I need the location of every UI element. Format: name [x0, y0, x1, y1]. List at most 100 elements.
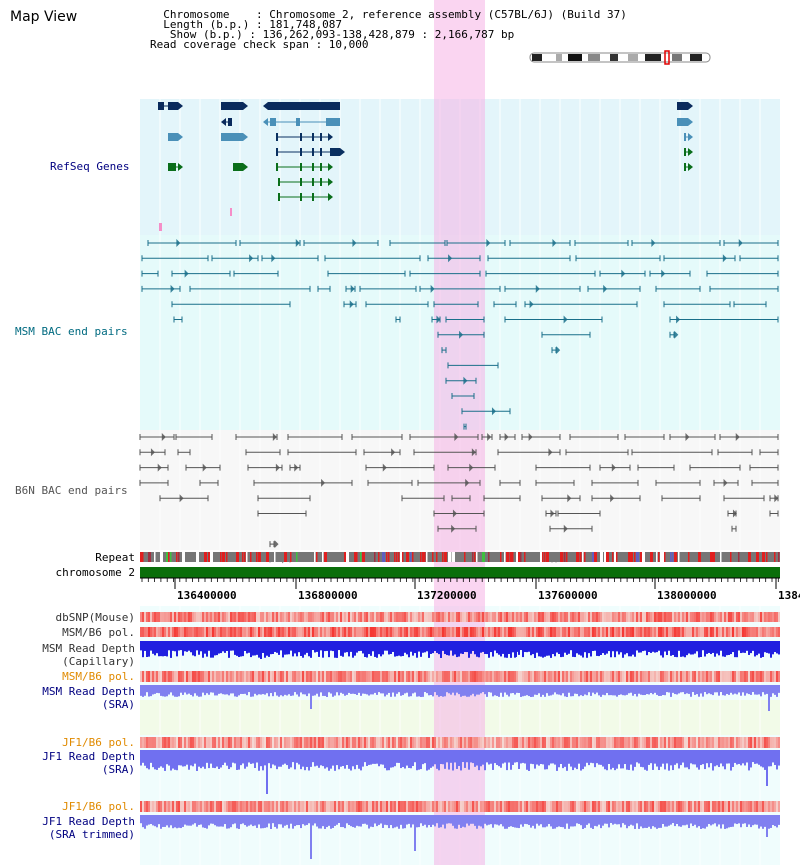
heat-cell	[336, 671, 338, 682]
heat-cell	[272, 612, 274, 622]
heat-cell	[368, 737, 370, 748]
depth-bar	[262, 750, 264, 771]
depth-bar	[304, 641, 306, 655]
heat-cell	[204, 627, 206, 637]
heat-cell	[534, 737, 536, 748]
heat-cell	[486, 737, 488, 748]
depth-bar	[724, 750, 726, 770]
depth-bar	[474, 815, 476, 826]
heat-cell	[558, 801, 560, 812]
heat-cell	[604, 612, 606, 622]
depth-tracks[interactable]	[140, 641, 780, 859]
heat-cell	[646, 801, 648, 812]
depth-bar	[640, 815, 642, 827]
heat-cell	[658, 737, 660, 748]
depth-bar	[688, 641, 690, 654]
heat-cell	[300, 627, 302, 637]
heat-cell	[264, 737, 266, 748]
heat-cell	[192, 612, 194, 622]
repeat-element	[402, 552, 404, 562]
heat-cell	[444, 671, 446, 682]
heat-cell	[328, 671, 330, 682]
depth-bar	[772, 641, 774, 655]
depth-bar	[778, 750, 780, 766]
msm-bac-track[interactable]	[141, 239, 779, 430]
heat-cell	[612, 671, 614, 682]
heat-cell	[188, 737, 190, 748]
depth-bar	[730, 641, 732, 655]
heat-cell	[164, 737, 166, 748]
depth-bar	[522, 685, 524, 697]
heatmap-tracks[interactable]	[140, 612, 780, 812]
depth-bar	[748, 750, 750, 771]
heat-cell	[286, 612, 288, 622]
depth-bar	[200, 641, 202, 652]
heat-cell	[480, 801, 482, 812]
heat-cell	[444, 801, 446, 812]
selection-highlight[interactable]	[434, 0, 485, 865]
heat-cell	[142, 671, 144, 682]
depth-bar	[486, 685, 488, 697]
depth-bar	[682, 815, 684, 826]
chromosome-bar[interactable]	[140, 567, 780, 578]
heat-cell	[190, 627, 192, 637]
heat-cell	[550, 737, 552, 748]
depth-bar	[308, 685, 310, 694]
depth-bar	[666, 685, 668, 693]
heat-cell	[688, 612, 690, 622]
repeat-element	[614, 552, 617, 562]
depth-bar	[172, 641, 174, 651]
heat-cell	[694, 612, 696, 622]
depth-bar	[464, 685, 466, 696]
depth-bar	[528, 685, 530, 697]
heat-cell	[400, 671, 402, 682]
depth-bar	[358, 641, 360, 652]
depth-bar	[720, 750, 722, 764]
heat-cell	[212, 627, 214, 637]
b6n-bac-track[interactable]	[139, 433, 779, 564]
heat-cell	[600, 801, 602, 812]
heat-cell	[486, 801, 488, 812]
heat-cell	[394, 612, 396, 622]
repeat-track[interactable]	[140, 552, 780, 562]
heat-cell	[502, 737, 504, 748]
heat-cell	[384, 612, 386, 622]
depth-bar	[394, 685, 396, 697]
heat-cell	[540, 671, 542, 682]
heat-cell	[182, 612, 184, 622]
refseq-genes-track[interactable]	[158, 102, 693, 231]
heat-cell	[734, 737, 736, 748]
heat-cell	[378, 671, 380, 682]
bac-end-arrow	[436, 315, 441, 324]
depth-bar	[538, 641, 540, 657]
depth-bar	[424, 685, 426, 693]
depth-bar	[630, 815, 632, 825]
depth-bar	[438, 750, 440, 771]
heat-cell	[410, 612, 412, 622]
depth-bar	[616, 815, 618, 825]
depth-bar	[474, 750, 476, 767]
heat-cell	[610, 671, 612, 682]
heat-cell	[676, 627, 678, 637]
heat-cell	[776, 671, 778, 682]
depth-bar	[240, 641, 242, 657]
depth-bar	[486, 641, 488, 655]
heat-cell	[580, 801, 582, 812]
heat-cell	[754, 671, 756, 682]
heat-cell	[240, 627, 242, 637]
heat-cell	[574, 671, 576, 682]
heat-cell	[440, 737, 442, 748]
depth-bar	[350, 641, 352, 652]
heat-cell	[288, 801, 290, 812]
depth-bar	[728, 685, 730, 695]
gene-exon	[158, 102, 164, 110]
heat-cell	[382, 627, 384, 637]
heat-cell	[234, 801, 236, 812]
heat-cell	[300, 612, 302, 622]
depth-bar	[218, 750, 220, 769]
depth-bar	[748, 815, 750, 825]
heat-cell	[770, 671, 772, 682]
heat-cell	[618, 612, 620, 622]
chromosome-ideogram[interactable]	[529, 50, 711, 65]
